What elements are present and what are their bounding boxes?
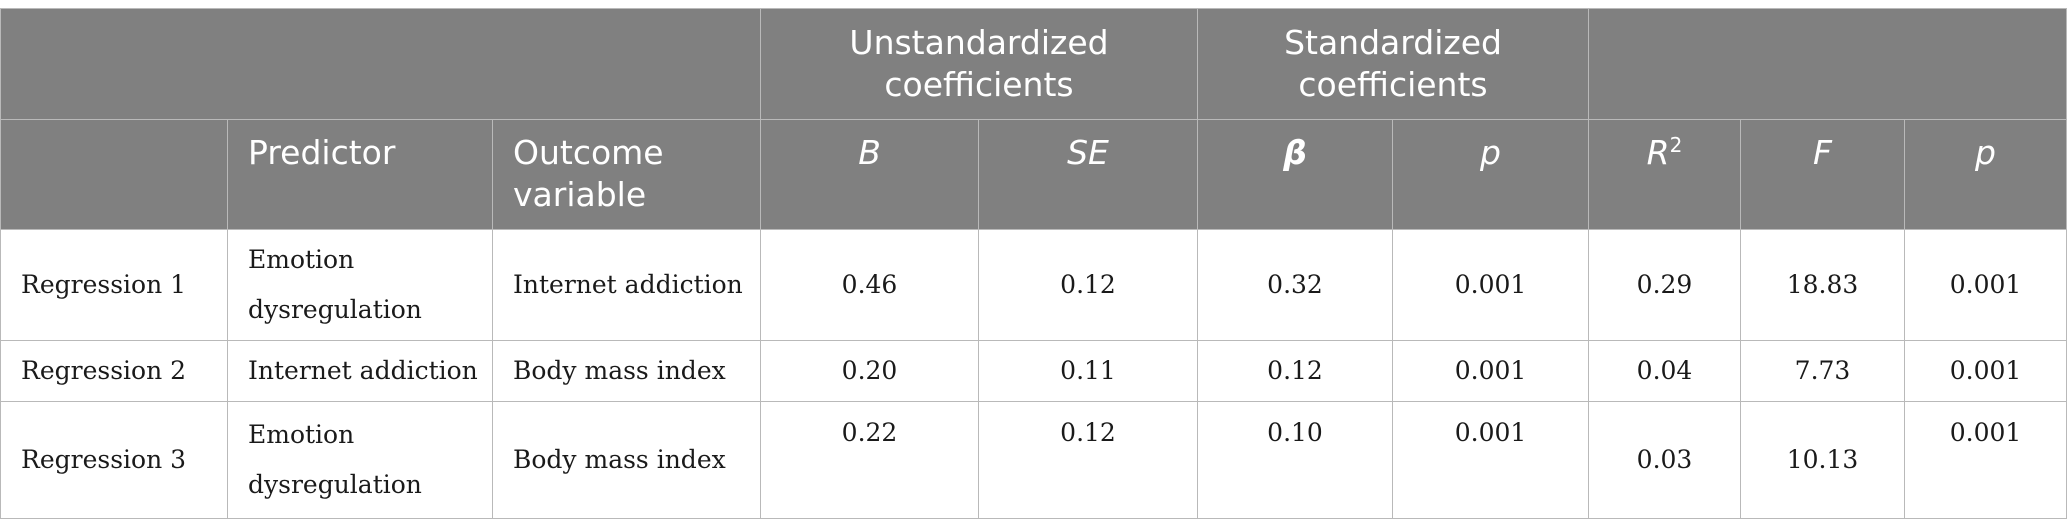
r-squared-cell: 0.29 [1588, 229, 1742, 341]
header-model-blank [1588, 8, 2068, 120]
r-squared-cell: 0.04 [1588, 340, 1742, 402]
table-row: Regression 3 Emotion dysregulation Body … [0, 401, 2068, 519]
header-label-blank [0, 119, 228, 230]
predictor-cell: Emotion dysregulation [227, 401, 493, 519]
header-column-row: Predictor Outcome variable B SE β p R2 F… [0, 119, 2068, 230]
b-cell: 0.20 [760, 340, 980, 402]
beta-cell: 0.10 [1197, 401, 1394, 519]
p-cell: 0.001 [1392, 340, 1590, 402]
p-cell: 0.001 [1392, 401, 1590, 519]
header-se: SE [978, 119, 1199, 230]
se-cell: 0.12 [978, 229, 1199, 341]
outcome-cell: Body mass index [491, 401, 762, 519]
predictor-cell: Emotion dysregulation [227, 229, 493, 341]
header-blank-cell [0, 8, 762, 120]
row-label: Regression 3 [0, 401, 228, 519]
header-p-standardized: p [1392, 119, 1590, 230]
beta-cell: 0.32 [1197, 229, 1394, 341]
row-label: Regression 1 [0, 229, 228, 341]
header-group-row: Unstandardized coefficients Standardized… [0, 8, 2068, 120]
p-model-cell: 0.001 [1904, 229, 2068, 341]
outcome-cell: Body mass index [491, 340, 762, 402]
b-cell: 0.46 [760, 229, 980, 341]
f-cell: 7.73 [1740, 340, 1906, 402]
p-model-cell: 0.001 [1904, 340, 2068, 402]
f-cell: 18.83 [1740, 229, 1906, 341]
header-unstandardized: Unstandardized coefficients [760, 8, 1199, 120]
regression-table: Unstandardized coefficients Standardized… [0, 8, 2068, 519]
table-row: Regression 2 Internet addiction Body mas… [0, 340, 2068, 402]
header-p-model: p [1904, 119, 2068, 230]
header-predictor: Predictor [227, 119, 493, 230]
header-outcome: Outcome variable [491, 119, 762, 230]
header-standardized: Standardized coefficients [1197, 8, 1590, 120]
p-model-cell: 0.001 [1904, 401, 2068, 519]
row-label: Regression 2 [0, 340, 228, 402]
se-cell: 0.11 [978, 340, 1199, 402]
outcome-cell: Internet addiction [491, 229, 762, 341]
header-f: F [1740, 119, 1906, 230]
header-b: B [760, 119, 980, 230]
b-cell: 0.22 [760, 401, 980, 519]
table-row: Regression 1 Emotion dysregulation Inter… [0, 229, 2068, 341]
f-cell: 10.13 [1740, 401, 1906, 519]
beta-cell: 0.12 [1197, 340, 1394, 402]
predictor-cell: Internet addiction [227, 340, 493, 402]
header-beta: β [1197, 119, 1394, 230]
r-squared-cell: 0.03 [1588, 401, 1742, 519]
header-r-squared: R2 [1588, 119, 1742, 230]
se-cell: 0.12 [978, 401, 1199, 519]
p-cell: 0.001 [1392, 229, 1590, 341]
